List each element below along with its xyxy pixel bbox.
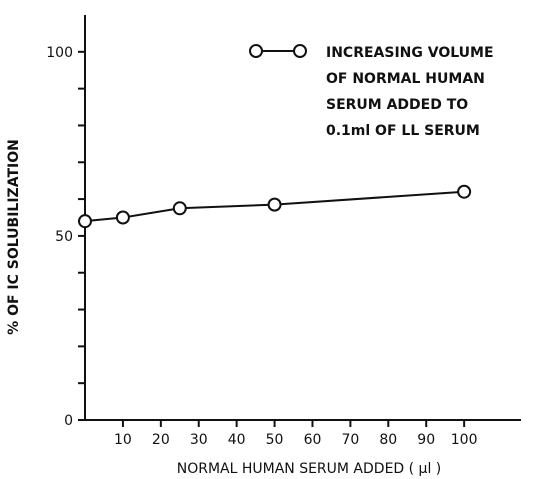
y-ticks: 0 50 100 xyxy=(46,45,85,429)
y-tick-label-50: 50 xyxy=(55,229,73,245)
x-axis-label: NORMAL HUMAN SERUM ADDED ( µl ) xyxy=(177,461,442,477)
data-point-0-4 xyxy=(457,184,472,199)
x-tick-label-50: 50 xyxy=(266,432,284,448)
legend-marker-right xyxy=(293,44,307,58)
legend-text-line-3: 0.1ml OF LL SERUM xyxy=(326,123,480,139)
x-tick-label-60: 60 xyxy=(304,432,322,448)
x-tick-label-10: 10 xyxy=(114,432,132,448)
legend-text-line-1: OF NORMAL HUMAN xyxy=(326,71,485,87)
x-tick-label-20: 20 xyxy=(152,432,170,448)
x-tick-label-30: 30 xyxy=(190,432,208,448)
x-tick-label-80: 80 xyxy=(379,432,397,448)
x-tick-label-70: 70 xyxy=(341,432,359,448)
data-point-0-1 xyxy=(115,210,130,225)
x-tick-label-40: 40 xyxy=(228,432,246,448)
data-point-0-0 xyxy=(78,214,92,229)
y-axis-label: % OF IC SOLUBILIZATION xyxy=(6,139,22,335)
legend: INCREASING VOLUME OF NORMAL HUMAN SERUM AD… xyxy=(249,44,494,139)
y-tick-label-100: 100 xyxy=(46,45,73,61)
legend-marker-left xyxy=(249,44,263,58)
x-tick-label-100: 100 xyxy=(451,432,478,448)
legend-text-line-2: SERUM ADDED TO xyxy=(326,97,468,113)
data-point-0-2 xyxy=(172,201,187,216)
x-tick-label-90: 90 xyxy=(417,432,435,448)
series-layer xyxy=(78,184,472,229)
x-ticks: 10 20 30 40 50 60 70 80 90 100 xyxy=(114,420,477,448)
y-tick-label-0: 0 xyxy=(64,413,73,429)
legend-text-line-0: INCREASING VOLUME xyxy=(326,45,494,61)
data-point-0-3 xyxy=(267,197,282,212)
